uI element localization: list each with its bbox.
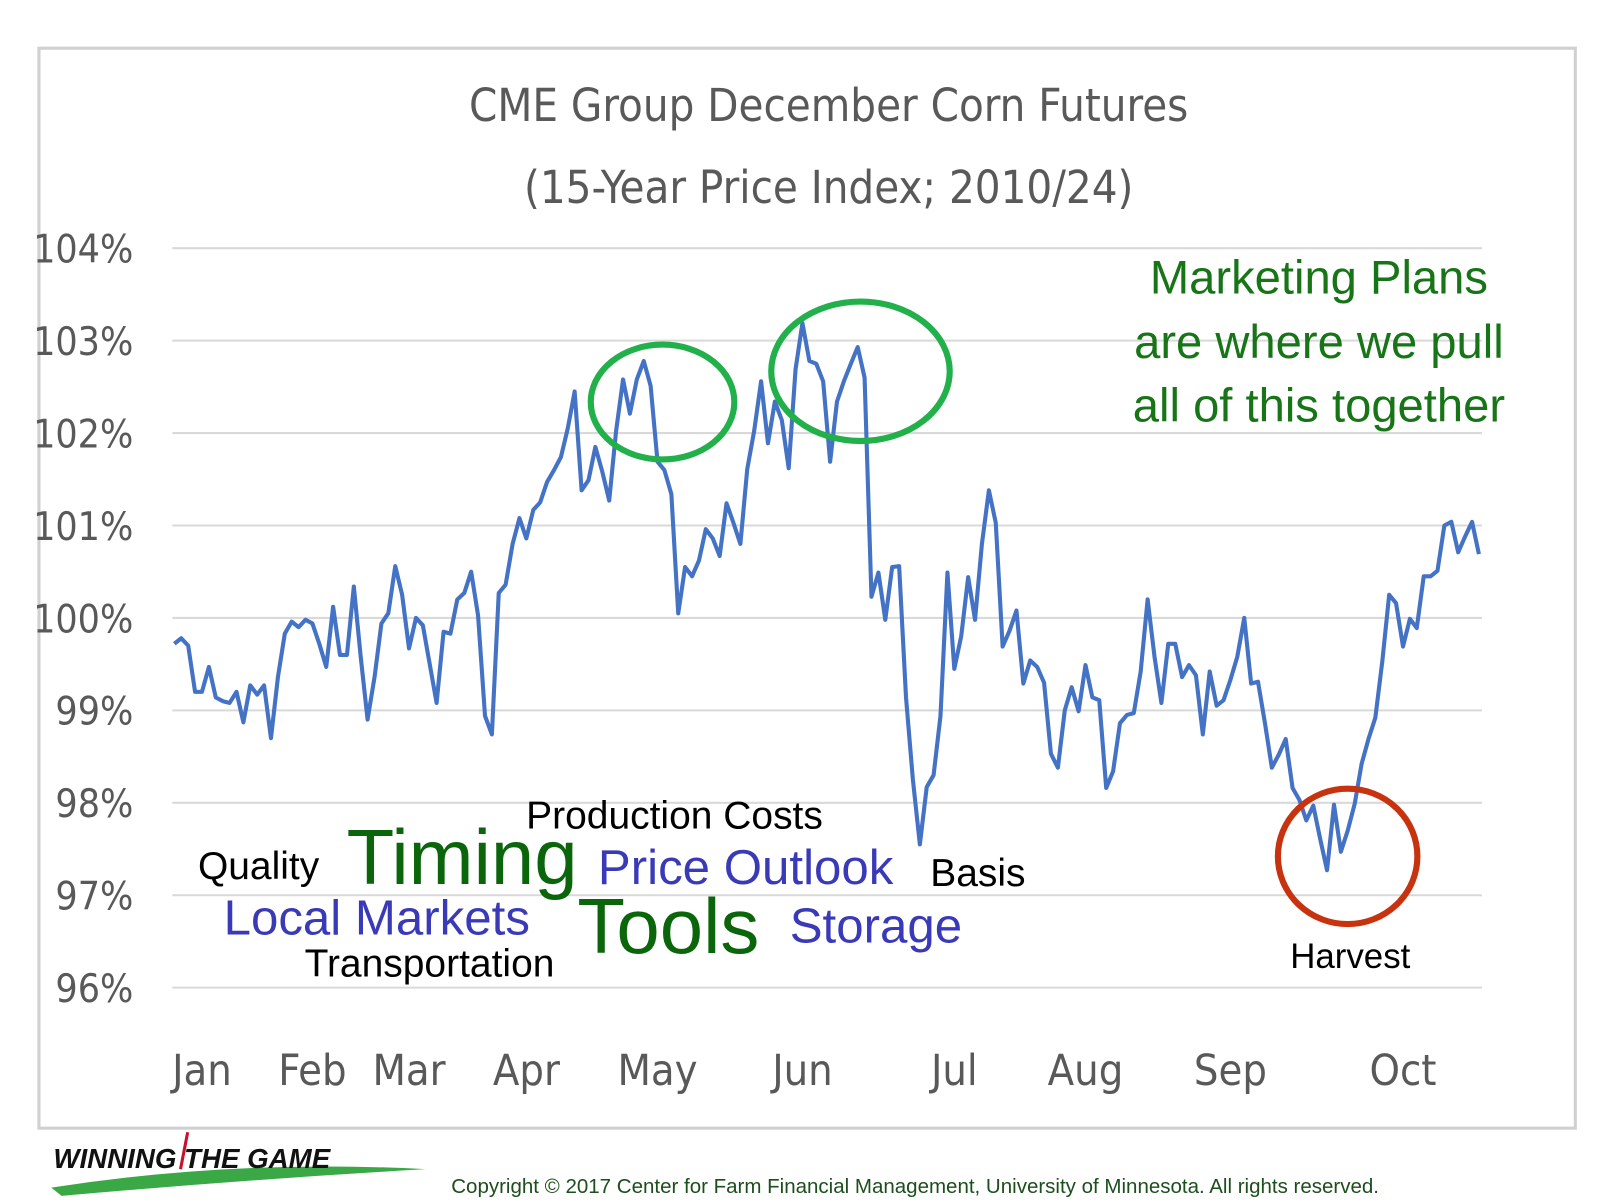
x-tick-label: Jun: [770, 1046, 833, 1096]
x-tick-label: Aug: [1048, 1046, 1124, 1096]
annotation: Local Markets: [224, 890, 530, 945]
annotation: Tools: [577, 882, 759, 970]
x-tick-label: Jan: [170, 1046, 232, 1096]
y-tick-label: 103%: [33, 320, 133, 365]
annotation: are where we pull: [1134, 315, 1504, 368]
chart-title: CME Group December Corn Futures: [469, 79, 1188, 132]
y-tick-label: 96%: [55, 967, 133, 1012]
x-tick-label: Feb: [278, 1046, 346, 1096]
copyright: Copyright © 2017 Center for Farm Financi…: [451, 1175, 1379, 1198]
annotation: Price Outlook: [598, 840, 894, 895]
y-tick-label: 100%: [33, 597, 133, 642]
logo-swoosh: [51, 1166, 426, 1196]
annotation: Harvest: [1290, 937, 1410, 976]
y-tick-label: 97%: [55, 875, 133, 920]
y-tick-label: 101%: [33, 505, 133, 550]
annotation: Storage: [790, 899, 962, 954]
y-tick-label: 102%: [33, 412, 133, 457]
x-tick-label: Oct: [1369, 1046, 1436, 1096]
x-tick-label: Mar: [372, 1046, 445, 1096]
x-tick-label: Sep: [1194, 1046, 1267, 1096]
x-tick-label: Apr: [493, 1046, 560, 1096]
annotation: Marketing Plans: [1150, 250, 1488, 303]
logo: WINNING THE GAME: [53, 1143, 331, 1174]
x-tick-label: May: [617, 1046, 697, 1096]
chart-frame: [37, 46, 1577, 1130]
y-tick-label: 99%: [55, 690, 133, 735]
annotation: Production Costs: [526, 795, 823, 838]
chart-body: CME Group December Corn Futures (15-Year…: [33, 46, 1577, 1198]
plot: 96% 97% 98% 99% 100% 101% 102% 103% 104% Jan Feb Ma…: [33, 228, 1505, 1097]
y-tick-label: 104%: [33, 228, 133, 273]
annotation: Timing: [347, 813, 578, 901]
x-tick-label: Jul: [929, 1046, 978, 1096]
annotation: Transportation: [305, 942, 555, 985]
annotation: Basis: [930, 852, 1025, 895]
annotation: all of this together: [1133, 379, 1505, 432]
highlight-circle: [587, 341, 738, 463]
price-line: [173, 321, 1481, 873]
chart-subtitle: (15-Year Price Index; 2010/24): [524, 161, 1133, 214]
logo-flag: [178, 1131, 190, 1170]
annotation: Quality: [198, 845, 320, 888]
highlight-circle: [768, 298, 953, 445]
harvest-circle: [1274, 785, 1421, 928]
y-tick-label: 98%: [55, 782, 133, 827]
